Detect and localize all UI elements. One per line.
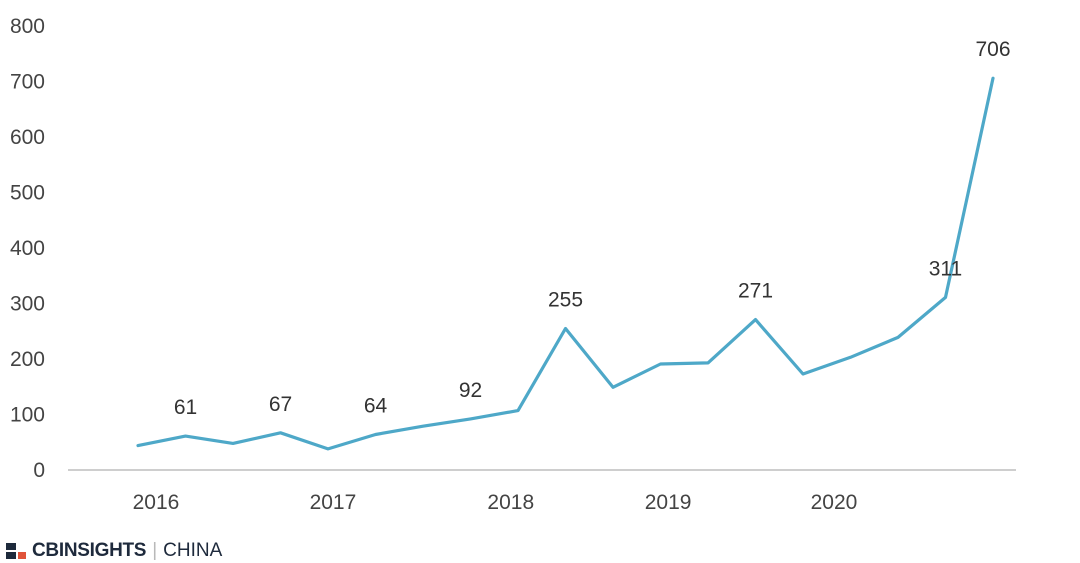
brand-separator: | <box>152 540 158 561</box>
y-tick-label: 300 <box>10 293 45 316</box>
series-line <box>136 76 995 451</box>
data-label: 64 <box>364 394 388 417</box>
x-tick-label: 2016 <box>133 491 180 514</box>
brand-logo: CBINSIGHTS | CHINA <box>6 539 222 563</box>
x-tick-label: 2017 <box>310 491 357 514</box>
data-labels: 61 67 64 92 255 271 311 706 <box>174 38 1011 419</box>
y-tick-label: 100 <box>10 404 45 427</box>
y-tick-label: 500 <box>10 182 45 205</box>
brand-region: CHINA <box>163 540 223 561</box>
data-label: 61 <box>174 396 197 419</box>
data-label: 271 <box>738 280 773 303</box>
y-tick-label: 800 <box>10 15 45 38</box>
y-tick-label: 600 <box>10 126 45 149</box>
y-tick-label: 200 <box>10 348 45 371</box>
x-tick-label: 2019 <box>645 491 692 514</box>
data-label: 706 <box>975 38 1010 61</box>
y-tick-label: 0 <box>33 459 45 482</box>
y-axis-ticks: 0 100 200 300 400 500 600 700 800 <box>10 15 45 482</box>
x-axis-ticks: 2016 2017 2018 2019 2020 <box>133 491 858 514</box>
y-tick-label: 400 <box>10 237 45 260</box>
x-tick-label: 2020 <box>811 491 858 514</box>
brand-name: CBINSIGHTS <box>32 540 147 561</box>
data-label: 311 <box>929 257 962 280</box>
data-label: 92 <box>459 379 482 402</box>
cbinsights-logo-icon <box>6 543 28 559</box>
data-label: 67 <box>269 393 292 416</box>
y-tick-label: 700 <box>10 71 45 94</box>
x-tick-label: 2018 <box>487 491 534 514</box>
data-label: 255 <box>548 288 583 311</box>
